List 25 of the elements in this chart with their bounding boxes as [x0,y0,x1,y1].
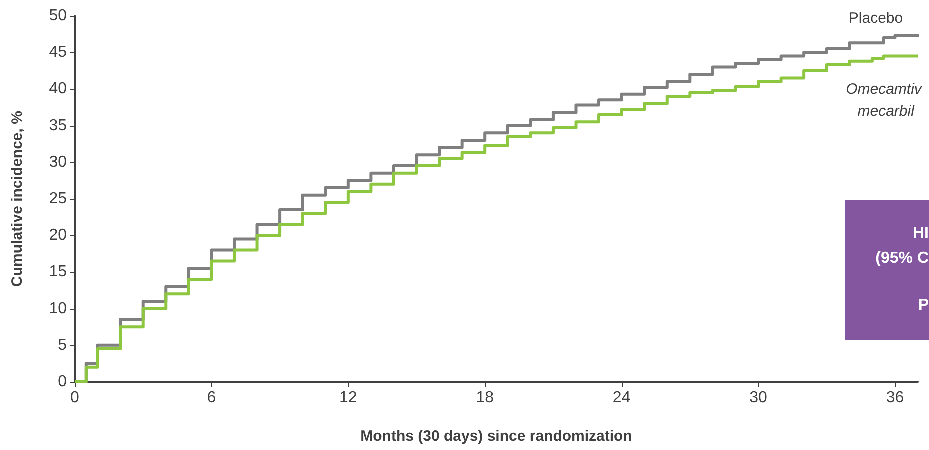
x-axis-title: Months (30 days) since randomization [360,428,632,445]
series-label: Omecamtiv mecarbil [846,80,924,120]
x-tick-label: 12 [340,390,358,406]
y-axis-title: Cumulative incidence, % [9,111,26,287]
annotation: (95% C [876,250,929,268]
y-tick-label: 15 [49,264,68,281]
x-tick-label: 36 [886,390,904,406]
y-tick-label: 30 [49,154,68,171]
y-tick-label: 45 [49,44,68,62]
series-label: Placebo [848,10,904,27]
x-tick-label: 6 [207,390,216,406]
x-tick-label: 24 [612,390,631,406]
x-tick-label: 18 [476,390,494,406]
y-tick-label: 40 [49,80,68,98]
y-tick-label: 0 [58,374,68,390]
y-tick-label: 50 [49,8,68,24]
y-tick-label: 20 [49,227,68,244]
annotation: HI [913,225,929,243]
annotation: P [918,297,929,315]
y-tick-label: 25 [49,190,68,208]
y-tick-label: 5 [58,336,68,354]
x-tick-label: 0 [70,390,80,406]
y-tick-label: 10 [49,300,68,318]
x-tick-label: 30 [750,390,768,406]
y-tick-label: 35 [49,117,68,134]
